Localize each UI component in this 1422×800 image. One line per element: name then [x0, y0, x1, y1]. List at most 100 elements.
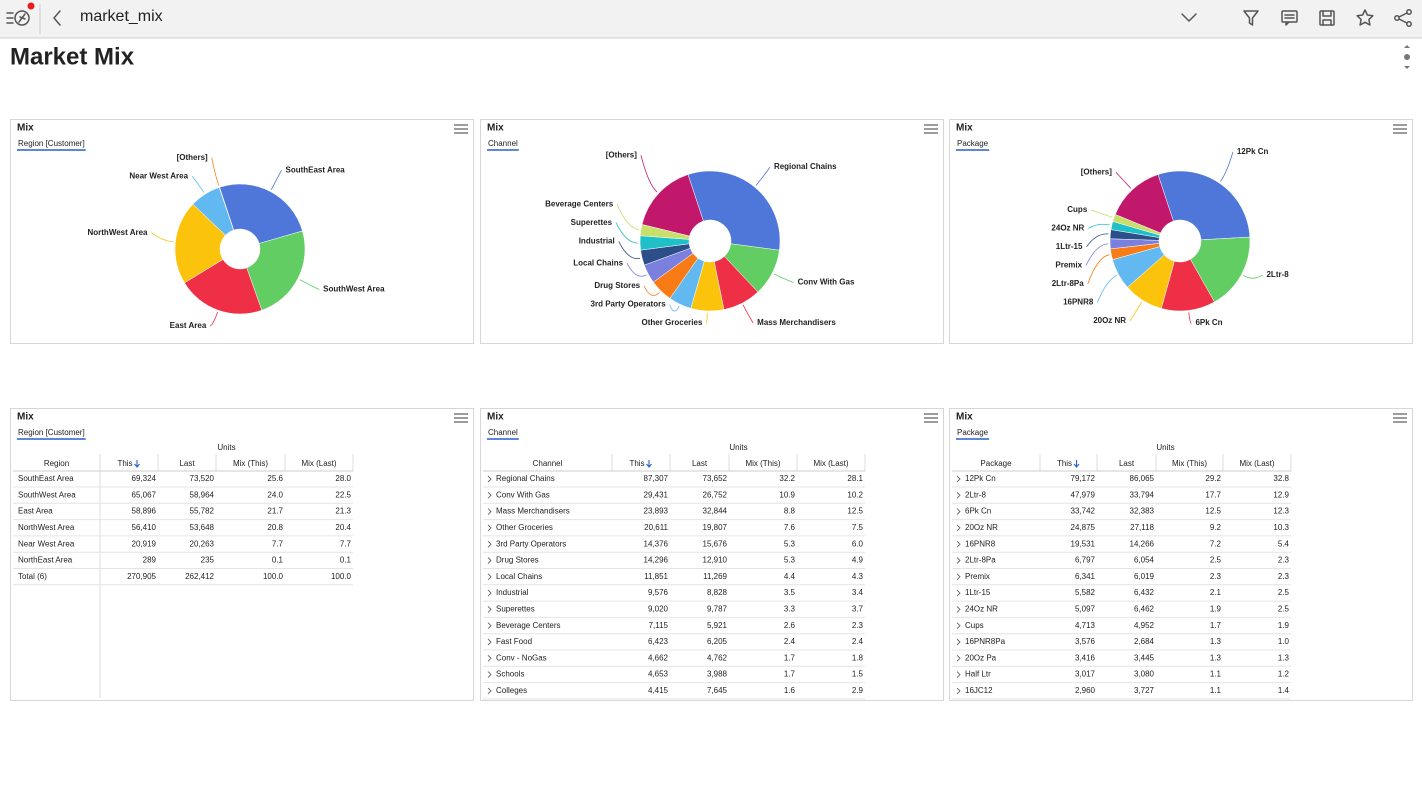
- panel-tab[interactable]: Region [Customer]: [18, 428, 85, 437]
- favorite-button[interactable]: [1356, 9, 1374, 26]
- row-label: Mass Merchandisers: [496, 507, 570, 516]
- panel-menu[interactable]: [924, 413, 938, 423]
- expand-chevron[interactable]: [956, 671, 961, 678]
- cell-value: 4,415: [648, 686, 669, 695]
- panel-menu[interactable]: [924, 124, 938, 134]
- expand-chevron[interactable]: [487, 606, 492, 613]
- leader-line: [1085, 243, 1109, 266]
- app-menu[interactable]: [6, 2, 35, 26]
- cell-value: 3.7: [852, 605, 864, 614]
- cell-value: 3,727: [1134, 686, 1155, 695]
- expand-chevron[interactable]: [956, 622, 961, 630]
- column-header[interactable]: Last: [1119, 459, 1135, 468]
- pie-slice: [218, 186, 235, 231]
- expand-chevron[interactable]: [487, 654, 492, 662]
- expand-chevron[interactable]: [487, 475, 492, 483]
- cell-value: 1.4: [1278, 686, 1290, 695]
- more-menu[interactable]: [1404, 45, 1410, 69]
- page-title: Market Mix: [10, 43, 135, 70]
- row-label: 16PNR8Pa: [965, 637, 1006, 646]
- row-label: 20Oz Pa: [965, 653, 997, 662]
- panel-title: Mix: [17, 412, 34, 423]
- expand-chevron[interactable]: [956, 540, 961, 548]
- expand-chevron[interactable]: [487, 508, 492, 515]
- cell-value: 4,653: [648, 670, 669, 679]
- panel-tab[interactable]: Channel: [488, 139, 518, 148]
- expand-chevron[interactable]: [487, 524, 492, 532]
- column-header[interactable]: Last: [179, 459, 195, 468]
- column-header[interactable]: This: [117, 459, 132, 468]
- expand-chevron[interactable]: [487, 557, 492, 564]
- expand-chevron[interactable]: [487, 540, 492, 548]
- panel: [949, 119, 1413, 344]
- column-header[interactable]: Mix (This): [1172, 459, 1207, 468]
- column-header[interactable]: Mix (Last): [301, 459, 336, 468]
- leader-line: [299, 279, 320, 290]
- cell-value: 2.5: [1278, 605, 1290, 614]
- pie-label: Other Groceries: [641, 318, 702, 327]
- column-header[interactable]: Last: [692, 459, 708, 468]
- expand-chevron[interactable]: [487, 589, 492, 597]
- pie-label: SouthEast Area: [285, 165, 345, 174]
- expand-chevron[interactable]: [956, 557, 961, 564]
- leader-line: [1091, 209, 1113, 218]
- expand-chevron[interactable]: [956, 589, 961, 597]
- expand-chevron[interactable]: [487, 491, 492, 499]
- dropdown-button[interactable]: [1181, 13, 1197, 22]
- expand-chevron[interactable]: [487, 622, 492, 630]
- pie-label: Premix: [1055, 261, 1082, 270]
- expand-chevron[interactable]: [487, 638, 492, 646]
- cell-value: 6,432: [1134, 588, 1155, 597]
- cell-value: 289: [143, 556, 157, 565]
- expand-chevron[interactable]: [956, 573, 961, 581]
- cell-value: 9,787: [707, 605, 728, 614]
- leader-line: [706, 312, 708, 324]
- leader-line: [1096, 274, 1117, 303]
- panel-tab[interactable]: Channel: [488, 428, 518, 437]
- panel-tab[interactable]: Package: [957, 139, 989, 148]
- expand-chevron[interactable]: [956, 606, 961, 613]
- comment-button[interactable]: [1281, 10, 1298, 26]
- expand-chevron[interactable]: [956, 687, 961, 695]
- column-header[interactable]: Package: [980, 459, 1012, 468]
- expand-chevron[interactable]: [487, 671, 492, 678]
- pie-label: Near West Area: [129, 171, 188, 180]
- cell-value: 1.0: [1278, 637, 1290, 646]
- panel-menu[interactable]: [1393, 413, 1407, 423]
- filter-button[interactable]: [1243, 10, 1259, 26]
- column-header[interactable]: This: [629, 459, 644, 468]
- expand-chevron[interactable]: [487, 687, 492, 695]
- column-header[interactable]: Mix (Last): [813, 459, 848, 468]
- expand-chevron[interactable]: [956, 475, 961, 483]
- cell-value: 58,964: [190, 490, 215, 499]
- expand-chevron[interactable]: [956, 491, 961, 499]
- pie-slice: [184, 259, 263, 315]
- column-header[interactable]: Mix (Last): [1239, 459, 1274, 468]
- save-button[interactable]: [1319, 10, 1335, 26]
- cell-value: 47,979: [1071, 490, 1096, 499]
- column-header[interactable]: Channel: [533, 459, 563, 468]
- pie-label: 6Pk Cn: [1195, 318, 1222, 327]
- panel-tab[interactable]: Package: [957, 428, 989, 437]
- row-label: Total (6): [18, 572, 47, 581]
- panel-menu[interactable]: [454, 124, 468, 134]
- share-button[interactable]: [1394, 9, 1412, 27]
- leader-line: [643, 285, 660, 296]
- column-header[interactable]: Region: [44, 459, 69, 468]
- panel: [480, 119, 944, 344]
- cell-value: 1.1: [1210, 670, 1222, 679]
- expand-chevron[interactable]: [487, 573, 492, 581]
- column-header[interactable]: This: [1057, 459, 1072, 468]
- column-header[interactable]: Mix (This): [233, 459, 268, 468]
- cell-value: 21.7: [267, 507, 283, 516]
- panel-menu[interactable]: [454, 413, 468, 423]
- expand-chevron[interactable]: [956, 638, 961, 646]
- expand-chevron[interactable]: [956, 654, 961, 662]
- cell-value: 5,921: [707, 621, 728, 630]
- panel-tab[interactable]: Region [Customer]: [18, 139, 85, 148]
- column-header[interactable]: Mix (This): [745, 459, 780, 468]
- expand-chevron[interactable]: [956, 508, 961, 515]
- panel-menu[interactable]: [1393, 124, 1407, 134]
- back-button[interactable]: [53, 10, 61, 26]
- expand-chevron[interactable]: [956, 524, 961, 532]
